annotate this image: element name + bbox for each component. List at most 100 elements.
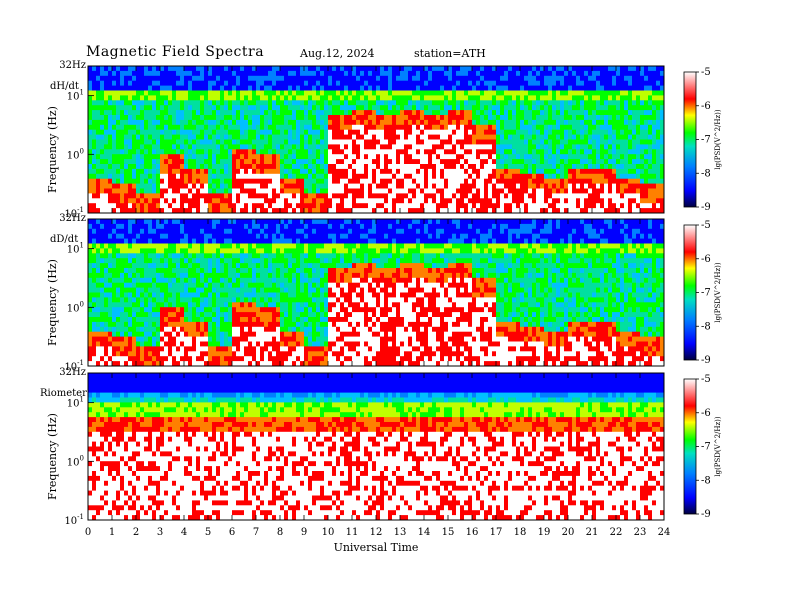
heatmap-cell bbox=[304, 203, 309, 209]
heatmap-cell bbox=[148, 302, 153, 308]
heatmap-cell bbox=[276, 90, 281, 96]
heatmap-cell bbox=[248, 159, 253, 165]
heatmap-cell bbox=[204, 154, 209, 160]
heatmap-cell bbox=[612, 70, 617, 77]
heatmap-cell bbox=[488, 139, 493, 145]
heatmap-cell bbox=[328, 159, 333, 165]
heatmap-cell bbox=[424, 100, 429, 106]
heatmap-cell bbox=[568, 144, 573, 150]
heatmap-cell bbox=[88, 272, 93, 279]
heatmap-cell bbox=[464, 139, 469, 145]
heatmap-cell bbox=[176, 164, 181, 170]
heatmap-cell bbox=[140, 297, 145, 303]
heatmap-cell bbox=[364, 95, 369, 101]
heatmap-cell bbox=[356, 110, 361, 116]
heatmap-cell bbox=[160, 178, 165, 184]
heatmap-cell bbox=[544, 129, 549, 135]
heatmap-cell bbox=[520, 154, 525, 160]
heatmap-cell bbox=[100, 129, 105, 135]
heatmap-cell bbox=[124, 263, 129, 269]
heatmap-cell bbox=[180, 75, 185, 82]
heatmap-cell bbox=[492, 144, 497, 150]
heatmap-cell bbox=[100, 292, 105, 298]
heatmap-cell bbox=[104, 119, 109, 126]
heatmap-cell bbox=[428, 173, 433, 180]
heatmap-cell bbox=[128, 168, 133, 175]
heatmap-cell bbox=[104, 219, 109, 225]
heatmap-cell bbox=[120, 346, 125, 352]
heatmap-cell bbox=[240, 129, 245, 135]
heatmap-cell bbox=[492, 100, 497, 106]
heatmap-cell bbox=[96, 90, 101, 96]
heatmap-cell bbox=[216, 134, 221, 140]
heatmap-cell bbox=[148, 361, 153, 367]
heatmap-cell bbox=[164, 115, 169, 121]
heatmap-cell bbox=[244, 178, 249, 184]
heatmap-cell bbox=[296, 159, 301, 165]
heatmap-cell bbox=[108, 272, 113, 279]
heatmap-cell bbox=[572, 110, 577, 116]
heatmap-cell bbox=[396, 139, 401, 145]
heatmap-cell bbox=[272, 124, 277, 131]
heatmap-cell bbox=[136, 198, 141, 204]
heatmap-cell bbox=[156, 129, 161, 135]
heatmap-cell bbox=[412, 100, 417, 106]
heatmap-cell bbox=[376, 134, 381, 140]
heatmap-cell bbox=[292, 110, 297, 116]
heatmap-cell bbox=[108, 85, 113, 91]
heatmap-cell bbox=[492, 80, 497, 86]
heatmap-cell bbox=[296, 119, 301, 126]
heatmap-cell bbox=[176, 124, 181, 131]
heatmap-cell bbox=[104, 198, 109, 204]
heatmap-cell bbox=[108, 331, 113, 337]
heatmap-cell bbox=[292, 115, 297, 121]
heatmap-cell bbox=[496, 115, 501, 121]
heatmap-cell bbox=[264, 203, 269, 209]
heatmap-cell bbox=[96, 164, 101, 170]
heatmap-cell bbox=[580, 110, 585, 116]
heatmap-cell bbox=[516, 188, 521, 194]
heatmap-cell bbox=[332, 203, 337, 209]
heatmap-cell bbox=[620, 183, 625, 189]
heatmap-cell bbox=[88, 258, 93, 264]
heatmap-cell bbox=[584, 70, 589, 77]
heatmap-cell bbox=[356, 208, 361, 214]
heatmap-cell bbox=[368, 168, 373, 175]
heatmap-cell bbox=[364, 208, 369, 214]
heatmap-cell bbox=[488, 208, 493, 214]
heatmap-cell bbox=[136, 164, 141, 170]
heatmap-cell bbox=[144, 164, 149, 170]
heatmap-cell bbox=[660, 188, 665, 194]
heatmap-cell bbox=[656, 173, 661, 180]
heatmap-cell bbox=[632, 208, 637, 214]
heatmap-cell bbox=[640, 115, 645, 121]
heatmap-cell bbox=[564, 134, 569, 140]
heatmap-cell bbox=[100, 203, 105, 209]
heatmap-cell bbox=[516, 208, 521, 214]
heatmap-cell bbox=[264, 139, 269, 145]
heatmap-cell bbox=[204, 178, 209, 184]
heatmap-cell bbox=[124, 95, 129, 101]
heatmap-cell bbox=[96, 85, 101, 91]
heatmap-cell bbox=[152, 129, 157, 135]
heatmap-cell bbox=[628, 208, 633, 214]
heatmap-cell bbox=[448, 85, 453, 91]
heatmap-cell bbox=[460, 95, 465, 101]
heatmap-cell bbox=[624, 173, 629, 180]
heatmap-cell bbox=[136, 193, 141, 199]
heatmap-cell bbox=[292, 90, 297, 96]
heatmap-cell bbox=[128, 173, 133, 180]
heatmap-cell bbox=[488, 164, 493, 170]
heatmap-cell bbox=[108, 105, 113, 111]
heatmap-cell bbox=[96, 228, 101, 235]
heatmap-cell bbox=[148, 263, 153, 269]
heatmap-cell bbox=[388, 90, 393, 96]
heatmap-cell bbox=[168, 80, 173, 86]
heatmap-cell bbox=[348, 178, 353, 184]
heatmap-cell bbox=[400, 154, 405, 160]
heatmap-cell bbox=[124, 198, 129, 204]
heatmap-cell bbox=[496, 183, 501, 189]
heatmap-cell bbox=[164, 219, 169, 225]
heatmap-cell bbox=[148, 168, 153, 175]
heatmap-cell bbox=[100, 351, 105, 357]
